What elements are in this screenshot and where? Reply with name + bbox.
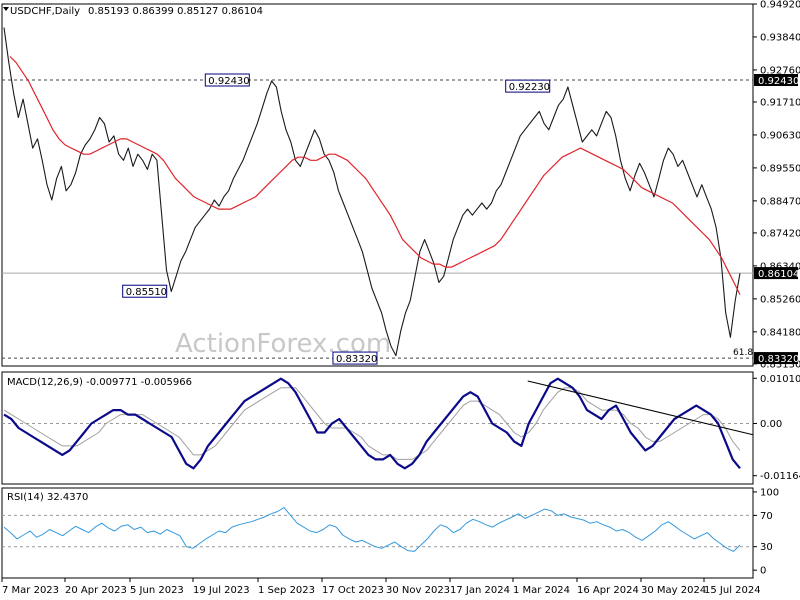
price-y-tick-label: 0.88470 <box>760 196 800 207</box>
current-price-marker <box>754 267 798 280</box>
price-y-tick-label: 0.84180 <box>760 327 800 338</box>
x-tick-label: 1 Mar 2024 <box>513 585 570 596</box>
rsi-title: RSI(14) 32.4370 <box>7 492 88 503</box>
macd-y-tick-label: -0.011645 <box>760 471 800 482</box>
rsi-y-tick-label: 30 <box>760 542 773 553</box>
x-tick-label: 30 Nov 2023 <box>386 585 450 596</box>
marker-label: 0.92430 <box>758 76 799 87</box>
macd-frame <box>1 371 754 485</box>
rsi-frame <box>1 487 754 579</box>
marker-label: 0.86104 <box>758 269 799 280</box>
price-y-tick-label: 0.83130 <box>760 359 800 370</box>
macd-trendline <box>527 380 754 436</box>
x-tick-label: 1 Sep 2023 <box>258 585 315 596</box>
price-y-tick-label: 0.90630 <box>760 130 800 141</box>
x-axis: 7 Mar 2023 20 Apr 2023 5 Jun 2023 19 Jul 20… <box>1 578 761 596</box>
collapse-arrow-icon <box>3 7 9 11</box>
price-y-tick-label: 0.85260 <box>760 294 800 305</box>
price-annotation-box <box>204 73 250 87</box>
price-y-tick-label: 0.94920 <box>760 0 800 11</box>
price-annotation-box <box>332 351 378 365</box>
price-annotation-label: 0.92230 <box>509 82 550 93</box>
level-marker <box>754 74 798 87</box>
x-tick-label: 19 Jul 2023 <box>193 585 250 596</box>
price-y-tick-label: 0.89550 <box>760 163 800 174</box>
rsi-y-tick-label: 0 <box>760 566 766 577</box>
macd-title: MACD(12,26,9) -0.009771 -0.005966 <box>7 377 192 388</box>
x-tick-label: 16 Apr 2024 <box>577 585 639 596</box>
macd-panel: 0.010101 0.00 -0.011645 MACD(12,26,9) -0.00… <box>1 371 800 485</box>
level-marker <box>754 352 798 365</box>
price-frame <box>1 3 754 367</box>
price-annotation-label: 0.92430 <box>208 76 249 87</box>
price-line <box>3 27 741 357</box>
price-panel: ActionForex.com0.949200.938400.927600.91… <box>1 0 800 370</box>
x-tick-label: 15 Jul 2024 <box>704 585 761 596</box>
price-y-tick-label: 0.93840 <box>760 32 800 43</box>
x-tick-label: 7 Mar 2023 <box>2 585 59 596</box>
macd-line <box>3 377 741 470</box>
x-tick-label: 17 Oct 2023 <box>322 585 384 596</box>
price-y-tick-label: 0.91710 <box>760 97 800 108</box>
macd-y-tick-label: 0.010101 <box>760 374 800 385</box>
moving-average-line <box>9 56 741 295</box>
price-y-tick-label: 0.86340 <box>760 261 800 272</box>
chart-title: USDCHF,Daily <box>10 6 80 17</box>
ohlc-values: 0.85193 0.86399 0.85127 0.86104 <box>88 6 263 17</box>
price-annotation-label: 0.85510 <box>126 287 167 298</box>
marker-label: 0.83320 <box>758 354 799 365</box>
x-tick-label: 17 Jan 2024 <box>450 585 510 596</box>
price-y-tick-label: 0.92760 <box>760 65 800 76</box>
x-tick-label: 30 May 2024 <box>641 585 706 596</box>
price-annotation-label: 0.83320 <box>336 354 377 365</box>
rsi-line <box>3 507 741 552</box>
price-annotation-box <box>505 79 551 93</box>
price-y-tick-label: 0.87420 <box>760 228 800 239</box>
fib-label: 61.8 <box>733 348 753 358</box>
macd-signal-line <box>3 387 741 460</box>
rsi-panel: 100 70 30 0 RSI(14) 32.4370 <box>1 487 779 579</box>
price-annotation-box <box>122 284 168 298</box>
rsi-y-tick-label: 70 <box>760 511 773 522</box>
x-tick-label: 5 Jun 2023 <box>130 585 184 596</box>
x-tick-label: 20 Apr 2023 <box>65 585 127 596</box>
macd-y-tick-label: 0.00 <box>760 419 782 430</box>
rsi-y-tick-label: 100 <box>760 487 779 498</box>
